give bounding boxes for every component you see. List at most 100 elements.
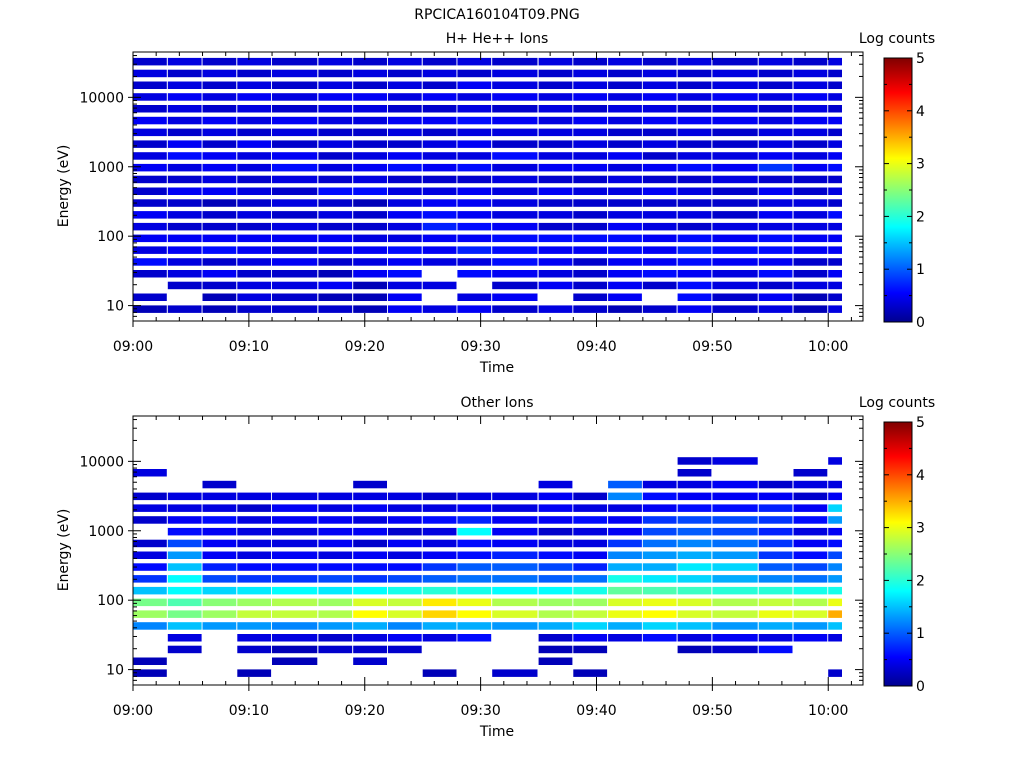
heatmap-cell [202, 622, 237, 630]
colorbar-label: Log counts [859, 31, 935, 47]
heatmap-cell [167, 622, 202, 630]
heatmap-cell [642, 234, 677, 243]
heatmap-cell [573, 69, 608, 78]
heatmap-cell [677, 622, 712, 630]
heatmap-cell [387, 305, 422, 313]
heatmap-cell [712, 116, 758, 125]
heatmap-cell [167, 305, 202, 313]
heatmap-cell [608, 598, 642, 607]
heatmap-cell [387, 105, 422, 113]
heatmap-cell [642, 163, 677, 172]
heatmap-cell [538, 527, 573, 536]
heatmap-cell [237, 81, 272, 89]
heatmap-cell [237, 293, 272, 301]
heatmap-cell [538, 575, 573, 583]
heatmap-cell [237, 140, 272, 148]
heatmap-cell [237, 163, 272, 172]
heatmap-cell [573, 222, 608, 231]
heatmap-cell [677, 163, 712, 172]
heatmap-cell [712, 270, 758, 278]
heatmap-cell [677, 551, 712, 559]
heatmap-cell [828, 57, 842, 66]
heatmap-cell [202, 93, 237, 101]
heatmap-cell [793, 69, 828, 78]
heatmap-cell [573, 105, 608, 113]
heatmap-cell [318, 93, 353, 101]
heatmap-cell [167, 187, 202, 195]
heatmap-cell [318, 246, 353, 254]
heatmap-cell [608, 610, 642, 618]
heatmap-cell [712, 187, 758, 195]
heatmap-cell [573, 634, 608, 642]
heatmap-cell [573, 669, 608, 677]
heatmap-cell [492, 93, 538, 101]
heatmap-cell [677, 469, 712, 477]
heatmap-cell [387, 293, 422, 301]
heatmap-cell [828, 81, 842, 89]
heatmap-cell [202, 492, 237, 501]
heatmap-cell [167, 575, 202, 583]
heatmap-cell [608, 116, 642, 125]
colorbar-tick-label: 0 [916, 315, 925, 331]
x-tick-label: 09:20 [345, 703, 385, 719]
heatmap-cell [353, 563, 387, 571]
heatmap-cell [167, 163, 202, 172]
heatmap-cell [608, 305, 642, 313]
heatmap-cell [272, 563, 318, 571]
heatmap-cell [492, 516, 538, 524]
heatmap-cell [712, 199, 758, 207]
heatmap-cell [353, 222, 387, 231]
heatmap-cell [202, 610, 237, 618]
heatmap-cell [758, 69, 793, 78]
heatmap-cell [758, 563, 793, 571]
heatmap-cell [318, 492, 353, 501]
heatmap-cell [422, 281, 457, 290]
heatmap-cell [758, 175, 793, 184]
heatmap-cell [758, 622, 793, 630]
heatmap-cell [573, 175, 608, 184]
heatmap-cell [642, 516, 677, 524]
heatmap-cell [538, 258, 573, 266]
heatmap-cell [167, 57, 202, 66]
x-tick-label: 09:40 [576, 703, 616, 719]
heatmap-cell [538, 551, 573, 559]
heatmap-cell [573, 516, 608, 524]
heatmap-cell [457, 199, 492, 207]
heatmap-cell [538, 246, 573, 254]
heatmap-cell [608, 57, 642, 66]
heatmap-cell [133, 222, 167, 231]
heatmap-cell [793, 622, 828, 630]
heatmap-cell [642, 586, 677, 595]
panel-title: H+ He++ Ions [446, 31, 549, 47]
heatmap-cell [202, 175, 237, 184]
heatmap-cell [237, 222, 272, 231]
heatmap-cell [422, 152, 457, 160]
heatmap-cell [677, 645, 712, 654]
heatmap-cell [318, 622, 353, 630]
heatmap-cell [133, 492, 167, 501]
heatmap-cell [133, 270, 167, 278]
heatmap-cell [758, 293, 793, 301]
heatmap-cell [202, 575, 237, 583]
heatmap-cell [492, 128, 538, 137]
heatmap-cell [133, 246, 167, 254]
heatmap-cell [167, 211, 202, 219]
x-axis-label: Time [479, 724, 514, 740]
heatmap-cell [387, 645, 422, 654]
heatmap-cell [538, 163, 573, 172]
heatmap-cell [642, 140, 677, 148]
heatmap-cell [712, 163, 758, 172]
heatmap-cell [573, 281, 608, 290]
heatmap-cell [272, 492, 318, 501]
heatmap-cell [387, 199, 422, 207]
heatmap-cell [642, 222, 677, 231]
heatmap-cell [318, 551, 353, 559]
heatmap-cell [457, 610, 492, 618]
heatmap-cell [272, 575, 318, 583]
heatmap-cell [237, 492, 272, 501]
heatmap-cell [758, 187, 793, 195]
heatmap-cell [608, 551, 642, 559]
heatmap-cell [318, 163, 353, 172]
heatmap-cell [272, 586, 318, 595]
heatmap-cell [538, 539, 573, 548]
